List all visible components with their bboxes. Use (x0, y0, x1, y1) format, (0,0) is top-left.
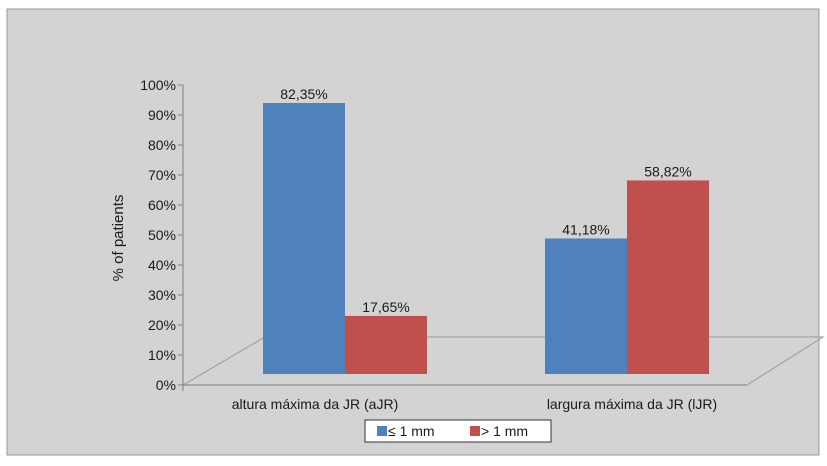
data-label: 82,35% (280, 86, 327, 102)
y-tick-label: 80% (148, 137, 176, 153)
y-tick-label: 100% (140, 77, 176, 93)
y-tick-label: 50% (148, 227, 176, 243)
bar (545, 238, 627, 374)
legend-swatch (377, 426, 387, 436)
bar (345, 315, 427, 374)
legend-label: > 1 mm (481, 423, 528, 439)
y-tick-label: 70% (148, 167, 176, 183)
data-label: 58,82% (644, 163, 691, 179)
data-label: 17,65% (362, 299, 409, 315)
data-label: 41,18% (562, 221, 609, 237)
y-tick-label: 40% (148, 257, 176, 273)
bar (627, 180, 709, 374)
y-axis-title: % of patients (110, 195, 127, 282)
y-tick-label: 10% (148, 347, 176, 363)
y-tick-label: 30% (148, 287, 176, 303)
y-tick-label: 60% (148, 197, 176, 213)
legend-label: ≤ 1 mm (388, 423, 435, 439)
bar (263, 103, 345, 374)
y-tick-label: 90% (148, 107, 176, 123)
legend-swatch (470, 426, 480, 436)
y-tick-label: 0% (156, 377, 176, 393)
x-category-label: altura máxima da JR (aJR) (232, 396, 399, 412)
legend-box (364, 419, 552, 443)
x-category-label: largura máxima da JR (lJR) (547, 396, 717, 412)
y-tick-label: 20% (148, 317, 176, 333)
